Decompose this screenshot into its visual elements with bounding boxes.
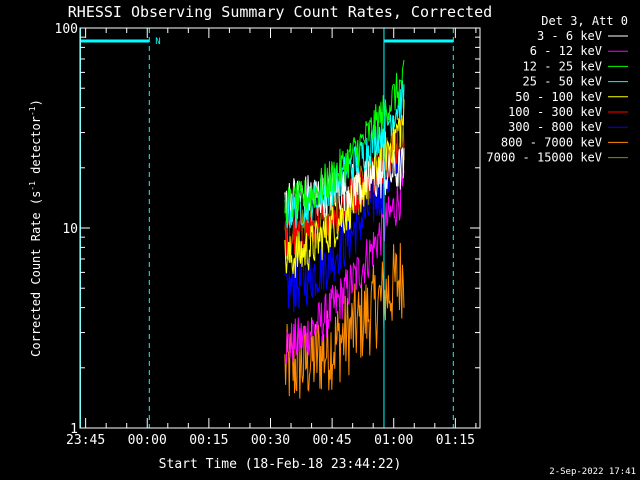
y-axis-ticks: 1 10 100 [55, 22, 480, 437]
x-axis-ticks: 23:45 00:00 00:15 00:30 00:45 01:00 01:15 [66, 28, 477, 448]
legend-entry-5: 100 - 300 keV [508, 105, 602, 119]
legend-entry-8: 7000 - 15000 keV [486, 151, 602, 165]
legend-entry-1: 6 - 12 keV [530, 44, 602, 58]
x-tick-label: 23:45 [66, 433, 105, 448]
legend-entry-6: 300 - 800 keV [508, 120, 602, 134]
legend-title: Det 3, Att 0 [541, 14, 628, 28]
x-tick-label: 01:15 [436, 433, 475, 448]
night-marker: N [155, 37, 160, 47]
x-tick-label: 00:30 [251, 433, 290, 448]
x-axis-label: Start Time (18-Feb-18 23:44:22) [159, 457, 402, 472]
x-tick-label: 00:00 [128, 433, 167, 448]
series-layer [284, 60, 405, 399]
footer-date: 2-Sep-2022 17:41 [549, 467, 636, 477]
y-tick-label: 10 [62, 222, 78, 237]
plot-frame [79, 27, 481, 429]
y-axis-label: Corrected Count Rate (s-1 detector-1) [28, 99, 43, 357]
legend-entry-3: 25 - 50 keV [523, 75, 602, 89]
legend-entry-4: 50 - 100 keV [515, 90, 602, 104]
x-tick-label: 01:00 [374, 433, 413, 448]
y-tick-label: 100 [55, 22, 78, 37]
legend-entry-0: 3 - 6 keV [537, 29, 602, 43]
x-tick-label: 00:45 [313, 433, 352, 448]
y-tick-label: 1 [70, 422, 78, 437]
legend-entry-7: 800 - 7000 keV [501, 135, 602, 149]
x-tick-label: 00:15 [189, 433, 228, 448]
legend-entry-2: 12 - 25 keV [523, 59, 602, 73]
chart-title: RHESSI Observing Summary Count Rates, Co… [68, 3, 492, 21]
